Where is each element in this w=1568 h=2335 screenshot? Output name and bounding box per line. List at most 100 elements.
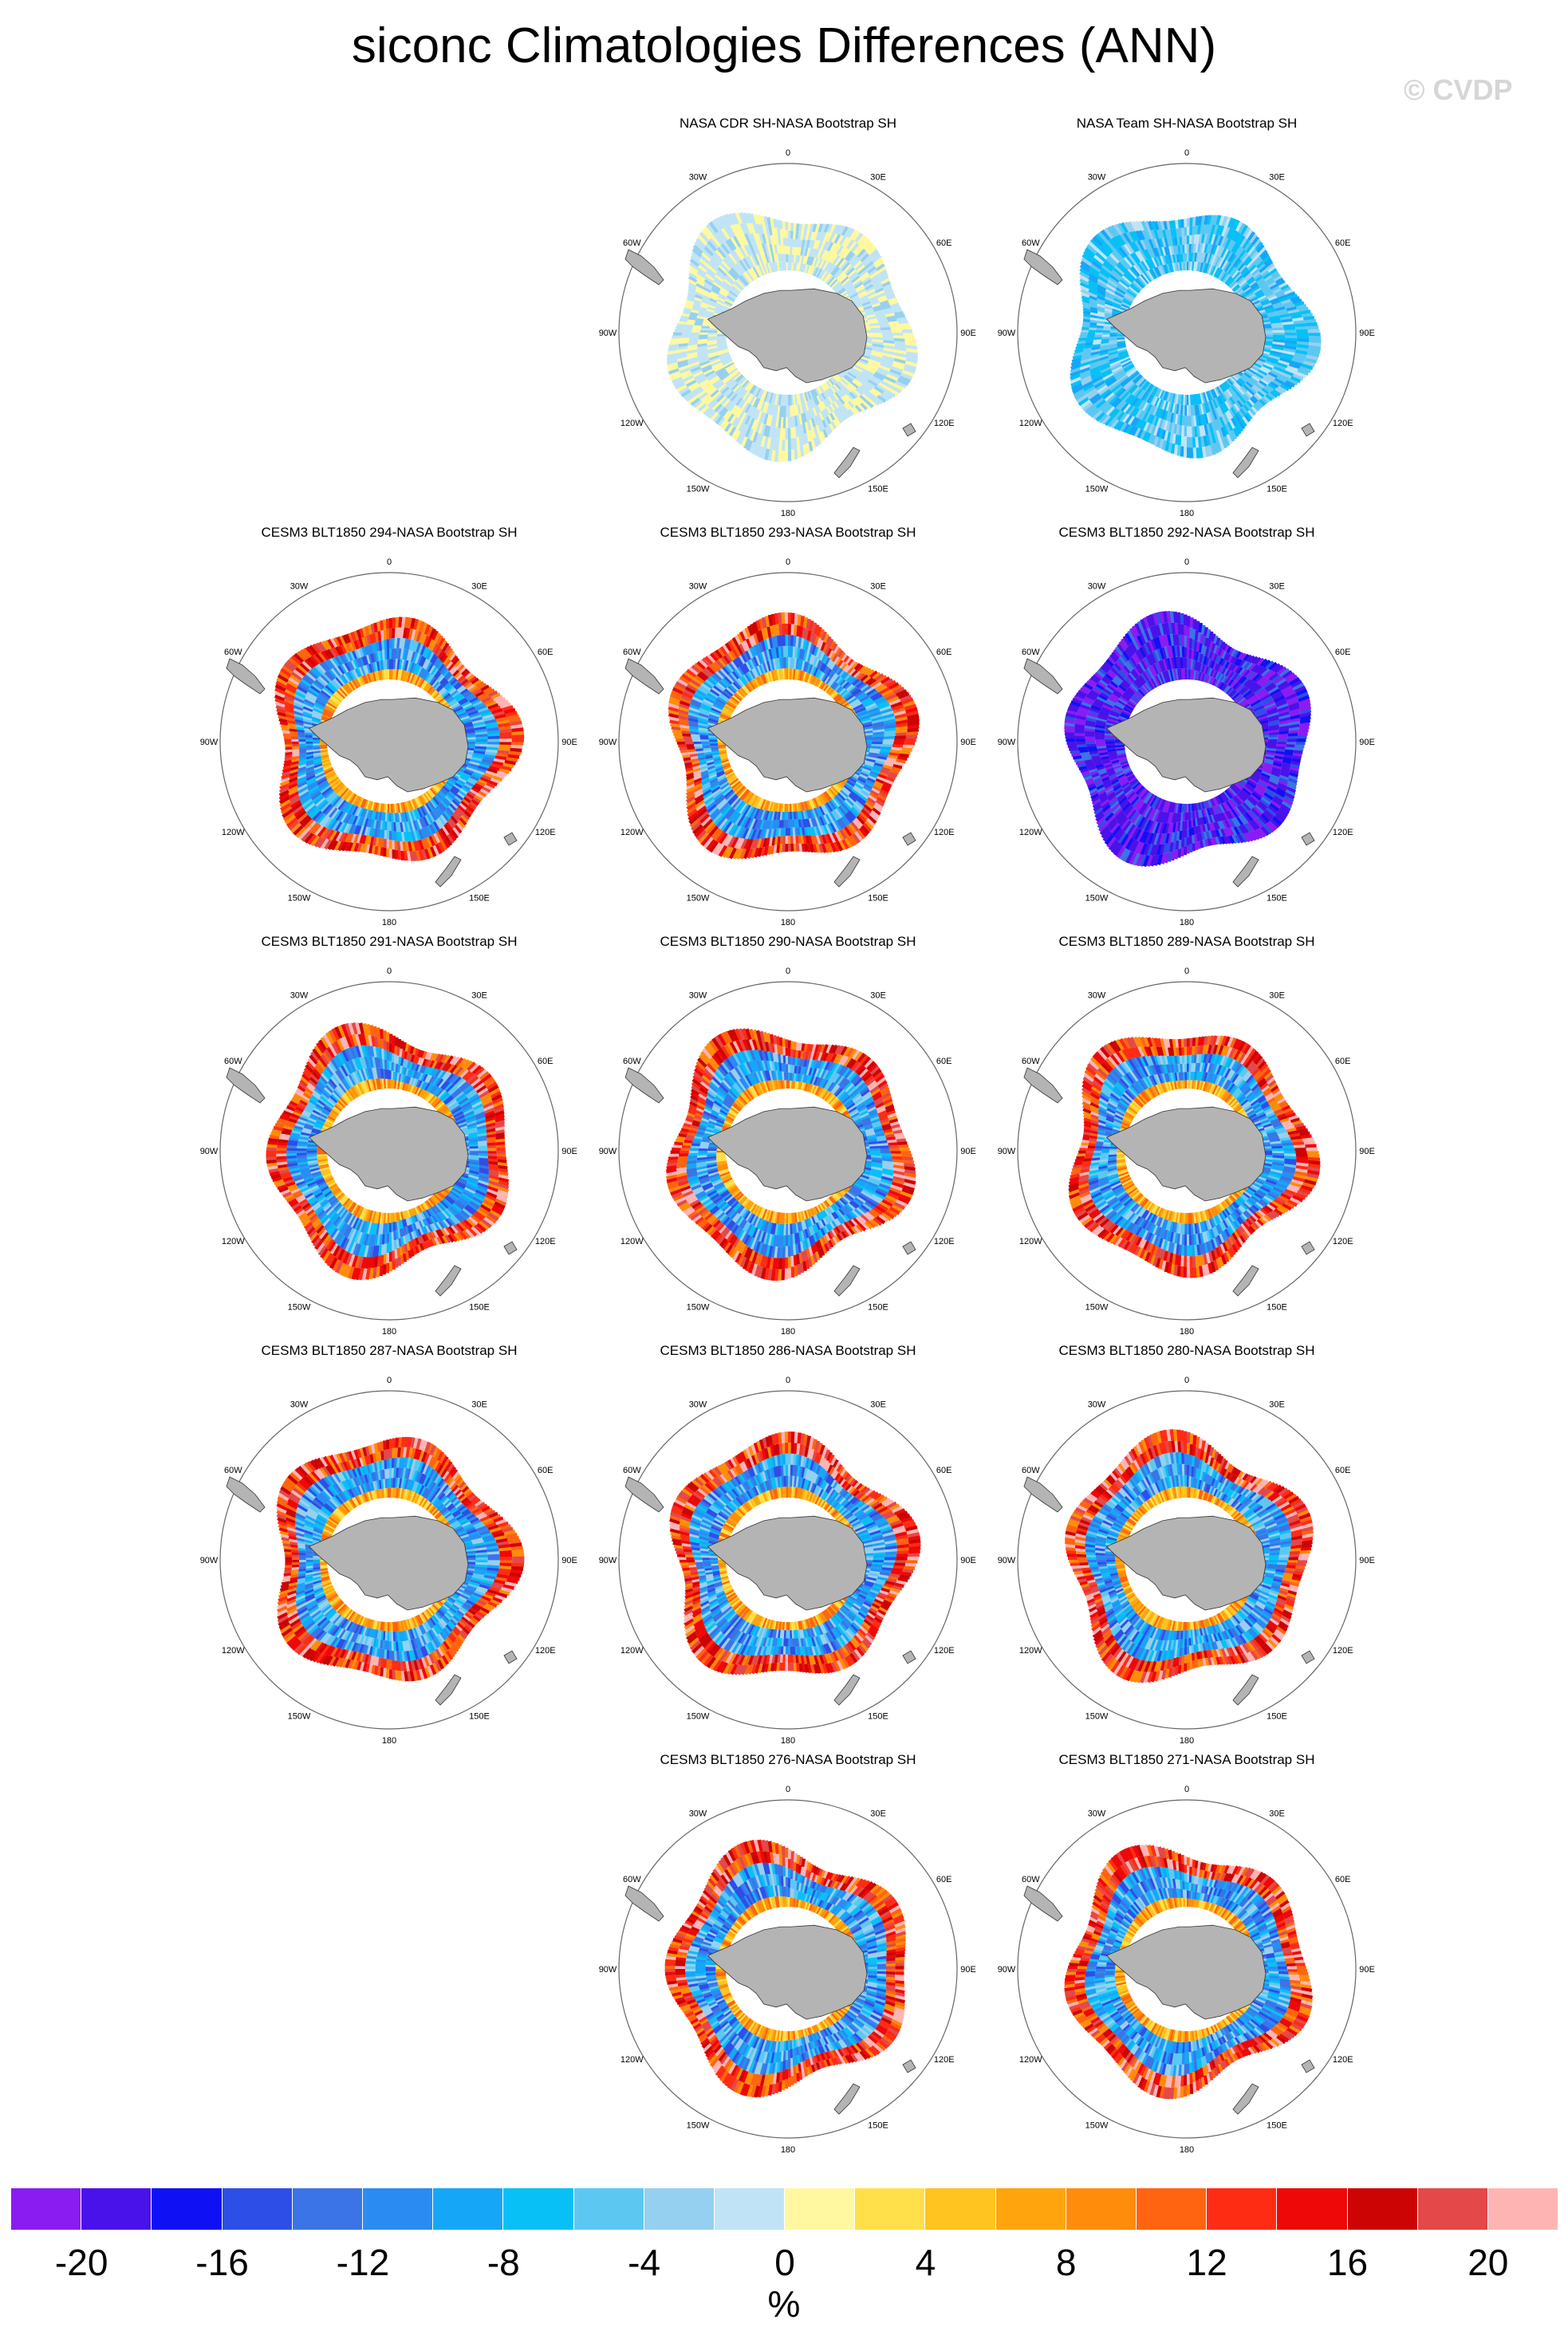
colorbar-swatch — [362, 2188, 434, 2230]
longitude-label: 0 — [387, 1376, 392, 1385]
map-panel: CESM3 BLT1850 286-NASA Bootstrap SH 0 30E 6… — [565, 1343, 1011, 1758]
longitude-label: 30W — [689, 581, 707, 591]
longitude-label: 150W — [288, 894, 311, 904]
longitude-label: 150E — [868, 485, 888, 494]
longitude-label: 0 — [786, 1376, 790, 1385]
new-zealand-landmass — [435, 856, 462, 888]
longitude-label: 60E — [1335, 238, 1351, 248]
longitude-label: 90E — [960, 1965, 976, 1975]
longitude-label: 180 — [1180, 1327, 1194, 1337]
map-panel: CESM3 BLT1850 290-NASA Bootstrap SH 0 30E 6… — [565, 934, 1011, 1349]
longitude-label: 90W — [200, 738, 219, 747]
antarctica-landmass — [1105, 288, 1267, 384]
longitude-label: 120E — [1333, 1646, 1353, 1656]
colorbar-swatch — [995, 2188, 1066, 2230]
south-america-landmass — [226, 1067, 266, 1104]
antarctica-landmass — [707, 288, 868, 384]
longitude-label: 120E — [934, 419, 955, 428]
longitude-label: 90W — [998, 1147, 1016, 1156]
longitude-label: 180 — [1180, 918, 1194, 927]
longitude-label: 0 — [786, 1785, 790, 1794]
colorbar-swatch — [1207, 2188, 1278, 2230]
longitude-label: 30W — [689, 172, 707, 182]
antarctica-landmass — [1105, 1924, 1267, 2020]
sea-ice-field — [1070, 215, 1322, 459]
polar-map: 0 30E 60E 90E 120E 150E 180 150W 120W 90W 60W 30W — [599, 967, 976, 1337]
longitude-label: 60W — [1022, 1057, 1040, 1066]
longitude-label: 90W — [599, 1965, 617, 1975]
longitude-label: 150E — [469, 1303, 490, 1313]
colorbar-swatch — [152, 2188, 223, 2230]
longitude-labels: 0 30E 60E 90E 120E 150E 180 150W 120W 90W 60W 30W — [998, 557, 1375, 927]
longitude-labels: 0 30E 60E 90E 120E 150E 180 150W 120W 90W 60W 30W — [599, 148, 976, 518]
colorbar-swatch — [222, 2188, 293, 2230]
colorbar-swatch — [714, 2188, 786, 2230]
longitude-label: 60E — [538, 1466, 554, 1475]
longitude-label: 60W — [224, 1466, 242, 1475]
longitude-label: 120E — [1333, 1237, 1353, 1246]
sea-ice-field — [1064, 611, 1312, 868]
colorbar-swatch — [1277, 2188, 1348, 2230]
longitude-label: 90W — [200, 1556, 219, 1565]
longitude-label: 120E — [934, 1646, 955, 1656]
longitude-label: 150E — [1267, 2121, 1287, 2131]
map-panel: NASA CDR SH-NASA Bootstrap SH 0 30E 60E 90E 1… — [565, 116, 1011, 530]
longitude-label: 120W — [621, 1237, 644, 1246]
longitude-label: 150E — [868, 894, 888, 904]
colorbar-swatch — [573, 2188, 644, 2230]
sea-ice-field — [669, 1431, 921, 1675]
longitude-label: 150W — [1085, 2121, 1109, 2131]
longitude-label: 120E — [535, 1646, 556, 1656]
longitude-label: 180 — [1180, 1736, 1194, 1746]
longitude-label: 0 — [786, 557, 790, 567]
longitude-label: 60E — [1335, 1057, 1351, 1066]
longitude-label: 30W — [689, 1400, 707, 1409]
longitude-label: 30W — [290, 990, 309, 1000]
colorbar-swatch — [503, 2188, 574, 2230]
tasmania-landmass — [1301, 423, 1315, 437]
longitude-labels: 0 30E 60E 90E 120E 150E 180 150W 120W 90W 60W 30W — [599, 967, 976, 1337]
longitude-label: 30E — [471, 990, 487, 1000]
tasmania-landmass — [902, 2059, 916, 2073]
longitude-label: 120E — [934, 1237, 955, 1246]
colorbar-tick-label: 16 — [1326, 2242, 1369, 2283]
longitude-label: 30E — [870, 581, 886, 591]
panel-title: CESM3 BLT1850 271-NASA Bootstrap SH — [1058, 1752, 1315, 1767]
longitude-label: 30W — [290, 581, 309, 591]
longitude-label: 150W — [687, 2121, 710, 2131]
longitude-label: 30E — [1269, 990, 1285, 1000]
new-zealand-landmass — [435, 1674, 462, 1706]
longitude-label: 150E — [1267, 894, 1287, 904]
longitude-label: 0 — [786, 967, 790, 976]
new-zealand-landmass — [833, 1674, 861, 1706]
new-zealand-landmass — [833, 1265, 861, 1297]
cvdp-watermark: © CVDP — [1404, 73, 1513, 106]
antarctica-landmass — [707, 697, 868, 793]
longitude-label: 150E — [868, 2121, 888, 2131]
sea-ice-field — [1064, 1429, 1314, 1683]
longitude-label: 30W — [1088, 172, 1106, 182]
longitude-label: 30E — [471, 1400, 487, 1409]
longitude-label: 150W — [288, 1712, 311, 1722]
colorbar-swatch — [1066, 2188, 1137, 2230]
longitude-label: 90E — [1359, 1965, 1375, 1975]
colorbar-swatch — [785, 2188, 856, 2230]
longitude-label: 150E — [469, 1712, 490, 1722]
antarctica-landmass — [1105, 697, 1267, 793]
longitude-label: 30E — [1269, 1809, 1285, 1818]
longitude-label: 180 — [382, 1736, 396, 1746]
longitude-label: 120W — [222, 1646, 245, 1656]
longitude-label: 60W — [623, 238, 641, 248]
tasmania-landmass — [1301, 1241, 1315, 1255]
new-zealand-landmass — [1232, 447, 1259, 478]
longitude-label: 60E — [1335, 1875, 1351, 1884]
longitude-label: 60W — [623, 1057, 641, 1066]
sea-ice-field — [668, 612, 920, 860]
map-panel: CESM3 BLT1850 291-NASA Bootstrap SH 0 30E 6… — [166, 934, 613, 1349]
longitude-label: 90E — [960, 738, 976, 747]
longitude-label: 90E — [960, 329, 976, 338]
longitude-label: 120W — [621, 419, 644, 428]
map-panel: CESM3 BLT1850 289-NASA Bootstrap SH 0 30E 6… — [963, 934, 1410, 1349]
longitude-label: 60E — [936, 1466, 952, 1475]
map-panel: CESM3 BLT1850 276-NASA Bootstrap SH 0 30E 6… — [565, 1752, 1011, 2167]
